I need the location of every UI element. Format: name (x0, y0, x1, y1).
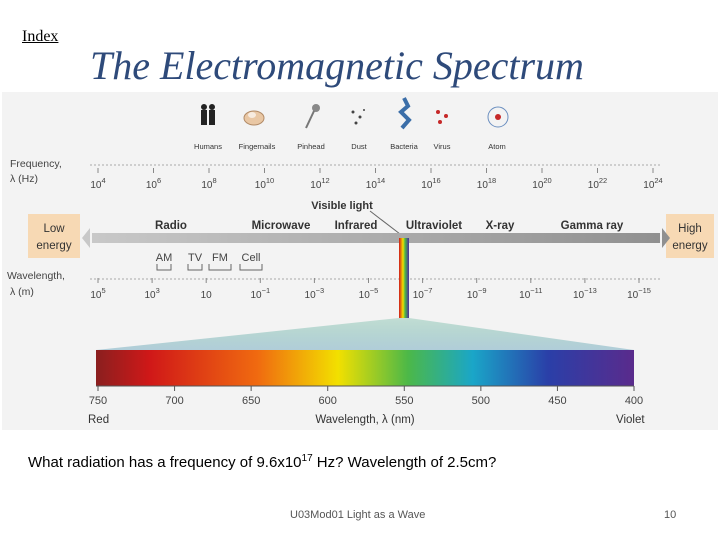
nm-tick-label: 650 (242, 395, 260, 407)
nm-tick-label: 400 (625, 395, 643, 407)
radio-sub-cell: Cell (242, 252, 261, 264)
red-label: Red (88, 414, 109, 426)
nm-tick-label: 700 (165, 395, 183, 407)
frequency-tick-label: 108 (201, 176, 216, 191)
band-label-gamma: Gamma ray (561, 220, 624, 232)
slide-title: The Electromagnetic Spectrum (90, 43, 584, 88)
pinhead-icon (305, 104, 320, 129)
low-energy-label: energy (36, 240, 71, 252)
question-exponent: 17 (301, 453, 313, 464)
violet-label: Violet (616, 414, 645, 426)
frequency-tick-label: 1020 (532, 176, 551, 191)
question-text: What radiation has a frequency of 9.6x10… (28, 453, 496, 471)
radio-sub-am: AM (156, 252, 173, 264)
visible-light-strip (399, 238, 409, 318)
nm-tick-label: 550 (395, 395, 413, 407)
wavelength-tick-label: 10 (201, 290, 213, 301)
wavelength-tick-label: 10−11 (519, 286, 542, 301)
wavelength-unit-label: λ (m) (10, 286, 34, 298)
wavelength-label: Wavelength, (7, 270, 65, 282)
wavelength-tick-label: 10−7 (413, 286, 433, 301)
visible-light-pointer (369, 210, 401, 235)
radio-sub-tv: TV (188, 252, 203, 264)
em-spectrum-diagram: Humans Fingernails Pinhead Dust Bacteria… (2, 92, 718, 430)
high-energy-label: High (678, 223, 702, 235)
wavelength-tick-label: 10−1 (250, 286, 270, 301)
nm-axis-label: Wavelength, λ (nm) (315, 414, 414, 426)
radio-sub-brackets (156, 264, 263, 271)
object-label: Humans (194, 142, 222, 151)
bacteria-icon (398, 97, 412, 130)
frequency-tick-label: 1010 (255, 176, 274, 191)
atom-icon (487, 106, 509, 128)
footer-text: U03Mod01 Light as a Wave (290, 509, 426, 521)
object-label: Fingernails (239, 142, 276, 151)
frequency-tick-label: 1024 (643, 176, 662, 191)
object-label: Virus (434, 142, 451, 151)
band-label-infrared: Infrared (335, 220, 378, 232)
wavelength-tick-label: 105 (90, 286, 105, 301)
frequency-tick-label: 1022 (588, 176, 607, 191)
visible-light-fan (96, 318, 634, 350)
high-energy-label: energy (672, 240, 707, 252)
wavelength-tick-label: 103 (144, 286, 159, 301)
object-label: Pinhead (297, 142, 325, 151)
low-energy-box (28, 214, 80, 258)
nm-tick-label: 500 (472, 395, 490, 407)
frequency-tick-label: 1014 (366, 176, 385, 191)
slide-number: 10 (664, 509, 677, 521)
frequency-tick-label: 1012 (310, 176, 329, 191)
frequency-tick-label: 104 (90, 176, 105, 191)
wavelength-tick-label: 10−13 (573, 286, 597, 301)
nm-tick-label: 750 (89, 395, 107, 407)
object-label: Bacteria (390, 142, 418, 151)
low-energy-label: Low (43, 223, 65, 235)
frequency-label: Frequency, (10, 158, 62, 170)
nm-tick-label: 450 (548, 395, 566, 407)
fingernail-icon (243, 110, 265, 126)
humans-icon (201, 104, 215, 125)
band-arrow-left (82, 228, 90, 248)
band-label-ultraviolet: Ultraviolet (406, 220, 462, 232)
visible-light-label: Visible light (311, 200, 373, 212)
wavelength-tick-label: 10−9 (467, 286, 487, 301)
question-part1: What radiation has a frequency of 9.6x10 (28, 454, 302, 471)
wavelength-tick-label: 10−5 (359, 286, 379, 301)
object-label: Atom (488, 142, 506, 151)
wavelength-tick-label: 10−3 (305, 286, 325, 301)
dust-icon (351, 109, 365, 125)
index-link[interactable]: Index (22, 28, 59, 45)
object-label: Dust (351, 142, 367, 151)
frequency-tick-label: 1018 (477, 176, 496, 191)
band-label-microwave: Microwave (252, 220, 311, 232)
frequency-unit-label: λ (Hz) (10, 173, 38, 185)
radio-sub-fm: FM (212, 252, 228, 264)
nm-tick-label: 600 (319, 395, 337, 407)
visible-color-spectrum (96, 350, 634, 386)
band-label-xray: X-ray (486, 220, 515, 232)
frequency-tick-label: 106 (146, 176, 161, 191)
spectrum-band-bar (92, 233, 660, 243)
high-energy-box (666, 214, 714, 258)
band-label-radio: Radio (155, 220, 187, 232)
question-part2: Hz? Wavelength of 2.5cm? (312, 454, 497, 471)
virus-icon (436, 110, 448, 124)
band-arrow-right (662, 228, 670, 248)
frequency-tick-label: 1016 (421, 176, 440, 191)
wavelength-tick-label: 10−15 (627, 286, 651, 301)
